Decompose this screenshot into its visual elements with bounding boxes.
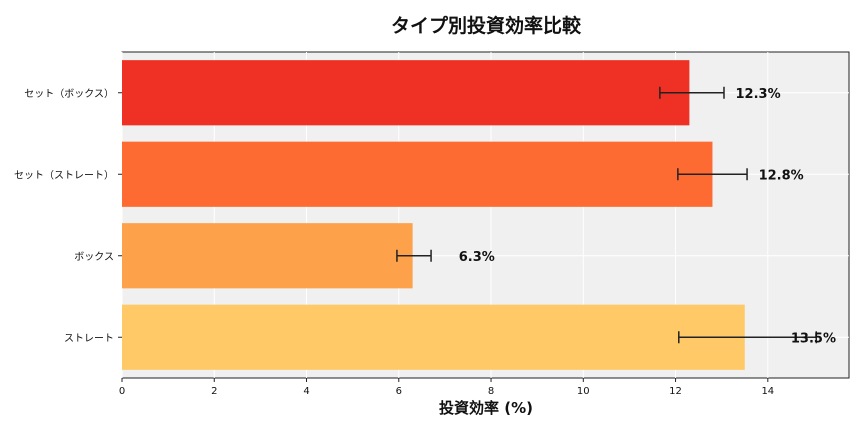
x-tick-label: 10 <box>577 386 590 397</box>
data-label: 13.5% <box>791 331 836 346</box>
x-tick-label: 0 <box>119 386 125 397</box>
bar <box>122 141 713 207</box>
x-axis-label: 投資効率 (%) <box>439 399 533 417</box>
chart-title: タイプ別投資効率比較 <box>391 14 582 37</box>
data-label: 6.3% <box>459 250 495 265</box>
x-tick-label: 14 <box>761 386 774 397</box>
bar <box>122 60 690 126</box>
x-tick-label: 2 <box>211 386 217 397</box>
y-tick-label: ボックス <box>74 251 114 263</box>
x-tick-label: 8 <box>488 386 494 397</box>
x-tick-label: 4 <box>303 386 309 397</box>
y-tick-label: セット（ストレート） <box>14 169 114 181</box>
x-tick-label: 12 <box>669 386 682 397</box>
bar <box>122 304 745 370</box>
data-label: 12.3% <box>736 87 781 102</box>
y-tick-label: セット（ボックス） <box>24 88 114 100</box>
y-tick-label: ストレート <box>64 333 114 344</box>
data-label: 12.8% <box>759 168 804 183</box>
x-tick-label: 6 <box>396 386 402 397</box>
bar <box>122 223 413 289</box>
